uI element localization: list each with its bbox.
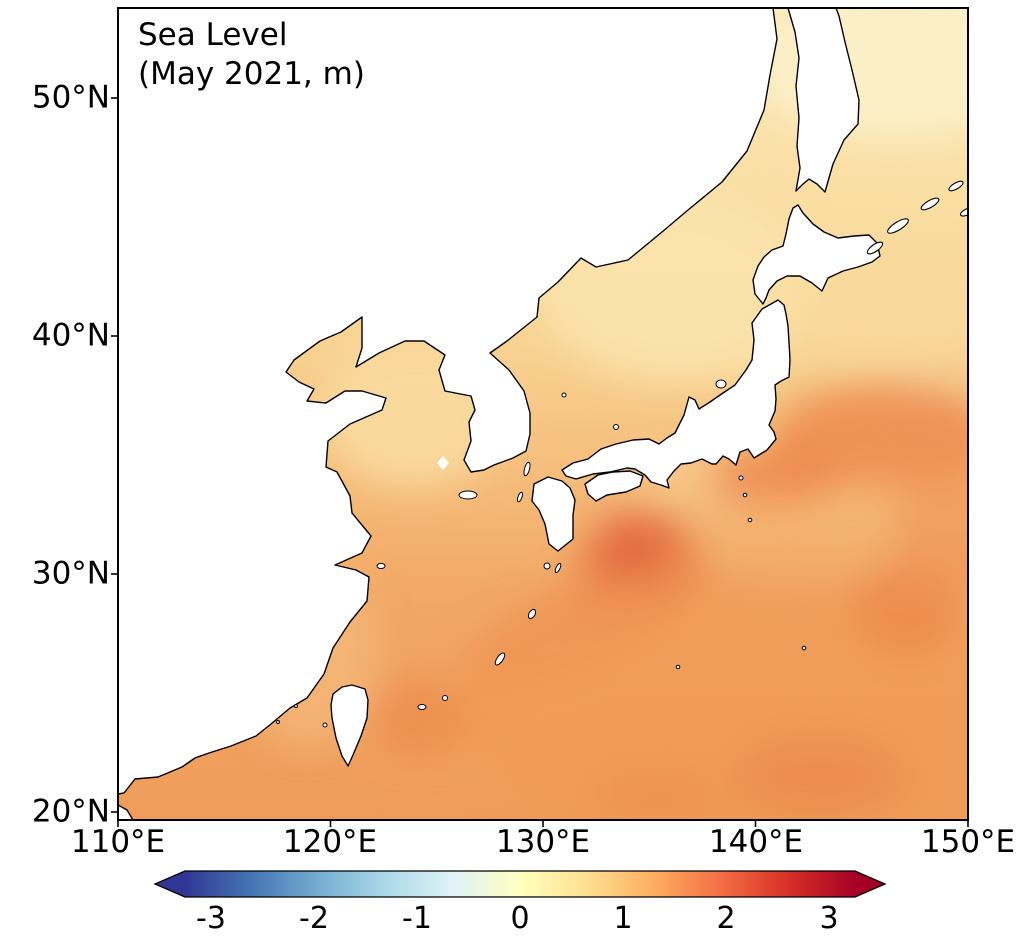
- y-tick-label-40n: 40°N: [31, 317, 110, 354]
- colorbar-bar: [153, 870, 887, 898]
- y-tick-label-50n: 50°N: [31, 79, 110, 116]
- plot-title-line1: Sea Level: [138, 17, 288, 53]
- x-tick-label-140e: 140°E: [708, 824, 804, 860]
- x-tick-label-120e: 120°E: [282, 824, 378, 860]
- colorbar-tick-1: 1: [613, 901, 633, 936]
- plot-title-line2: (May 2021, m): [138, 56, 365, 93]
- coastline-hainan-corner: [118, 804, 134, 820]
- y-tick-label-20n: 20°N: [31, 793, 110, 830]
- coastline-asia-mainland: [118, 8, 778, 795]
- y-tick-label-30n: 30°N: [31, 555, 110, 592]
- colorbar-tick-3: 3: [819, 901, 839, 936]
- colorbar-tick-neg3: -3: [196, 901, 226, 936]
- plot-title: Sea Level (May 2021, m): [138, 16, 365, 94]
- coastline-sakhalin: [787, 8, 860, 193]
- coastline-hokkaido: [752, 204, 881, 305]
- landmasses: [118, 8, 968, 820]
- x-tick-label-110e: 110°E: [70, 824, 166, 860]
- x-tick-label-150e: 150°E: [920, 824, 1016, 860]
- kuril-islands: [866, 180, 968, 255]
- colorbar-tick-0: 0: [510, 901, 530, 936]
- white-diamond-marker: [437, 456, 449, 470]
- coastline-kyushu: [531, 476, 576, 552]
- colorbar-tick-neg2: -2: [299, 901, 329, 936]
- coastline-taiwan: [330, 684, 369, 767]
- colorbar-tick-neg1: -1: [402, 901, 432, 936]
- coastline-shikoku: [584, 470, 644, 502]
- axis-tick-marks: [111, 97, 969, 827]
- colorbar-tick-2: 2: [716, 901, 736, 936]
- small-islands: [276, 379, 807, 728]
- coastline-honshu: [561, 299, 791, 489]
- x-tick-label-130e: 130°E: [495, 824, 591, 860]
